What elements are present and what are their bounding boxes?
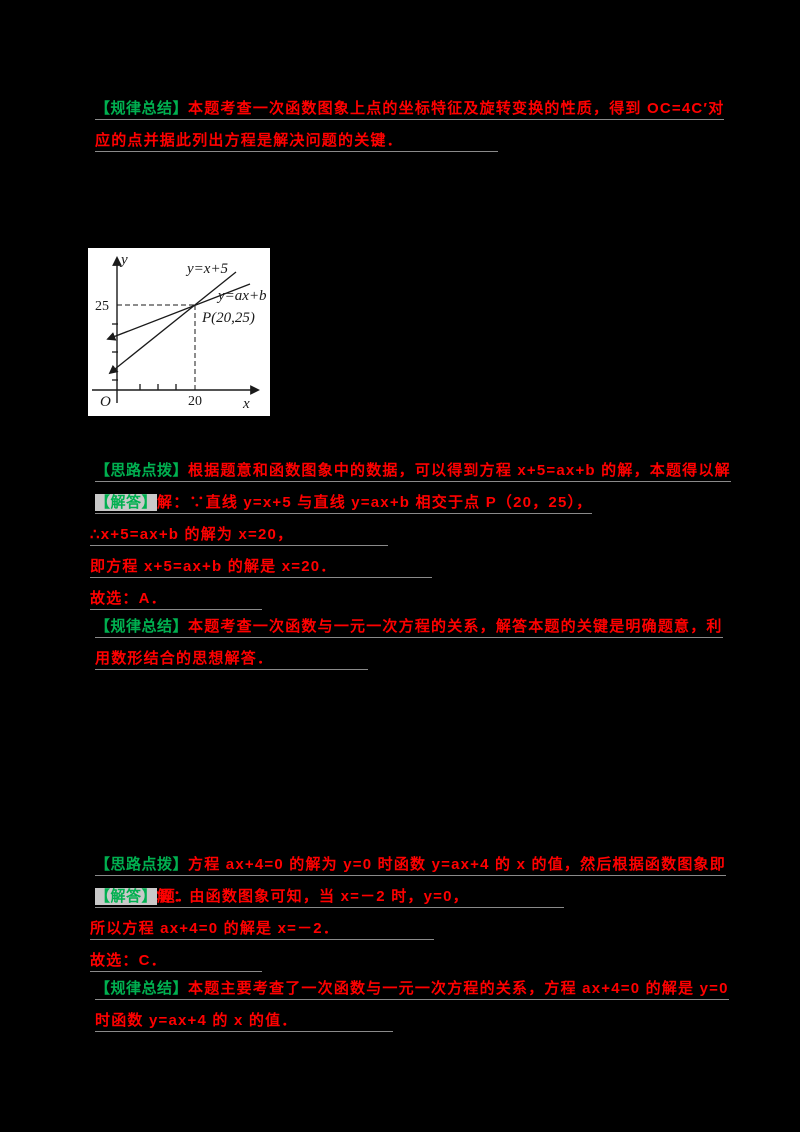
summary-1-text: 本题考查一次函数与一元一次方程的关系，解答本题的关键是明确题意，利用数形结合的思… <box>95 618 723 667</box>
underline-tail <box>167 602 262 603</box>
hint-1-label: 【思路点拨】 <box>95 462 189 479</box>
para-step-2a: 所以方程 ax+4=0 的解是 x=－2． <box>90 913 726 945</box>
origin-label: O <box>100 394 111 410</box>
point-p-label: P(20,25) <box>201 310 255 326</box>
para-hint-1: 【思路点拨】根据题意和函数图象中的数据，可以得到方程 x+5=ax+b 的解，本… <box>95 455 731 519</box>
underline-tail <box>339 932 434 933</box>
step-1a-text: ∴x+5=ax+b 的解为 x=20， <box>90 526 294 543</box>
underline-tail <box>167 964 262 965</box>
para-solution-2: 【解答】解：由函数图象可知，当 x=－2 时，y=0， <box>95 881 731 913</box>
hint-2-label: 【思路点拨】 <box>95 856 189 873</box>
para-step-1a: ∴x+5=ax+b 的解为 x=20， <box>90 519 726 551</box>
summary-2-text: 本题主要考查了一次函数与一元一次方程的关系，方程 ax+4=0 的解是 y=0 … <box>95 980 729 1029</box>
line2-equation-label: y=ax+b <box>216 288 267 304</box>
y-axis-label: y <box>119 252 128 268</box>
summary-top-text: 本题考查一次函数图象上点的坐标特征及旋转变换的性质，得到 OC=4C′对应的点并… <box>95 100 725 149</box>
graph-svg: y x O 25 20 y=x+5 y=ax+b P(20,25) <box>92 252 267 412</box>
para-step-1b: 即方程 x+5=ax+b 的解是 x=20． <box>90 551 726 583</box>
x-value-20: 20 <box>188 394 202 409</box>
summary-top-label: 【规律总结】 <box>95 100 189 117</box>
answer-2-text: 故选：C． <box>90 952 167 969</box>
step-2a-text: 所以方程 ax+4=0 的解是 x=－2． <box>90 920 340 937</box>
para-solution-1: 【解答】解：∵直线 y=x+5 与直线 y=ax+b 相交于点 P（20，25）… <box>95 487 731 519</box>
x-axis-label: x <box>242 396 250 412</box>
underline-tail <box>293 538 388 539</box>
solution-1-text: 解：∵直线 y=x+5 与直线 y=ax+b 相交于点 P（20，25）， <box>157 494 593 511</box>
solution-2-text: 解：由函数图象可知，当 x=－2 时，y=0， <box>157 888 469 905</box>
underline-tail <box>337 570 432 571</box>
answer-1-text: 故选：A． <box>90 590 167 607</box>
para-summary-2: 【规律总结】本题主要考查了一次函数与一元一次方程的关系，方程 ax+4=0 的解… <box>95 973 731 1037</box>
para-summary-1: 【规律总结】本题考查一次函数与一元一次方程的关系，解答本题的关键是明确题意，利用… <box>95 611 731 675</box>
summary-2-label: 【规律总结】 <box>95 980 189 997</box>
para-answer-2: 故选：C． <box>90 945 726 977</box>
solution-1-label: 【解答】 <box>95 494 158 511</box>
para-summary-top: 【规律总结】本题考查一次函数图象上点的坐标特征及旋转变换的性质，得到 OC=4C… <box>95 93 731 157</box>
function-graph-figure: y x O 25 20 y=x+5 y=ax+b P(20,25) <box>88 248 270 416</box>
line-y-equals-ax-plus-b <box>106 283 251 341</box>
solution-2-label: 【解答】 <box>95 888 158 905</box>
underline-tail <box>273 662 368 663</box>
summary-1-label: 【规律总结】 <box>95 618 189 635</box>
step-1b-text: 即方程 x+5=ax+b 的解是 x=20． <box>90 558 337 575</box>
line1-equation-label: y=x+5 <box>185 261 229 277</box>
underline-tail <box>298 1024 393 1025</box>
underline-tail <box>469 900 564 901</box>
underline-tail <box>403 144 498 145</box>
y-value-25: 25 <box>95 299 109 314</box>
para-answer-1: 故选：A． <box>90 583 726 615</box>
line-y-equals-x-plus-5 <box>108 271 237 375</box>
